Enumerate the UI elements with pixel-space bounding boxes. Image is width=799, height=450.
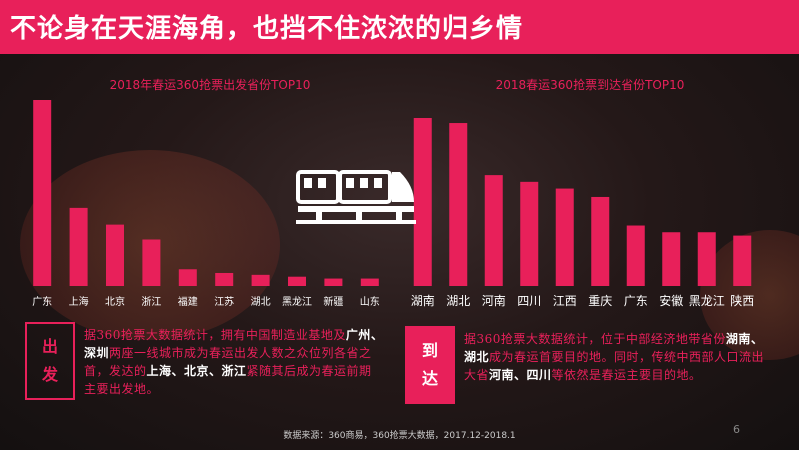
departure-chart-title: 2018年春运360抢票出发省份TOP10 (109, 78, 311, 92)
bar-湖北 (251, 274, 270, 286)
body-text: 等依然是春运主要目的地。 (551, 368, 702, 382)
highlight-text: 河南、四川 (489, 368, 552, 382)
body-text: 据360抢票大数据统计，位于中部经济地带省份 (464, 332, 726, 346)
bar-广东 (626, 225, 645, 286)
category-label: 安徽 (659, 293, 683, 308)
category-label: 江西 (553, 294, 577, 308)
category-label: 广东 (624, 294, 648, 308)
category-label: 湖南 (411, 293, 435, 308)
body-text: 两座一线城市成为春运出发人数之 (109, 346, 297, 360)
bar-黑龙江 (288, 276, 306, 286)
departure-tag-line1: 出 (41, 337, 58, 356)
bar-河南 (484, 175, 503, 286)
category-label: 新疆 (323, 295, 343, 308)
category-label: 上海 (69, 295, 89, 308)
category-label: 山东 (360, 295, 380, 308)
category-label: 重庆 (588, 294, 612, 308)
bar-江西 (555, 188, 574, 286)
arrival-chart-title: 2018春运360抢票到达省份TOP10 (495, 78, 685, 92)
body-text: 众位列各省之首，发达的 (84, 346, 372, 378)
bar-湖北 (449, 123, 468, 286)
page-title: 不论身在天涯海角，也挡不住浓浓的归乡情 (10, 14, 524, 44)
category-label: 江苏 (214, 295, 234, 308)
highlight-text: 湖南、湖北 (464, 332, 764, 364)
bar-四川 (520, 181, 539, 286)
arrival-description: 据360抢票大数据统计，位于中部经济地带省份湖南、湖北成为春运首要目的地。同时，… (464, 330, 770, 384)
departure-description: 据360抢票大数据统计，拥有中国制造业基地及广州、深圳两座一线城市成为春运出发人… (84, 326, 384, 398)
category-label: 福建 (178, 295, 198, 308)
category-label: 浙江 (141, 296, 161, 308)
bar-安徽 (662, 232, 681, 286)
bar-福建 (178, 269, 197, 286)
bar-黑龙江 (697, 232, 716, 286)
bar-重庆 (591, 196, 610, 286)
title-banner: 不论身在天涯海角，也挡不住浓浓的归乡情 (0, 0, 799, 54)
category-label: 黑龙江 (689, 294, 725, 308)
highlight-text: 上海、北京、浙江 (146, 364, 247, 378)
body-text: 中西部人口流出大省 (464, 350, 765, 382)
body-text: 紧随其后成为春运前期主要出发地。 (84, 364, 372, 396)
category-label: 四川 (517, 294, 541, 308)
highlight-text: 广州、深圳 (84, 328, 384, 360)
train-icon (296, 170, 416, 224)
category-label: 广东 (32, 295, 52, 308)
arrival-chart: 湖南 湖北 河南 四川 江西 重庆 广东 安徽 黑龙江 陕西 (411, 118, 754, 308)
departure-tag: 出 发 (25, 322, 75, 400)
bar-新疆 (324, 278, 343, 286)
bar-浙江 (142, 239, 161, 286)
data-source-note: 数据来源：360商易，360抢票大数据，2017.12-2018.1 (283, 431, 516, 441)
body-text: 据360抢票大数据统计，拥有中国制造业基地及 (84, 328, 346, 342)
arrival-tag-line1: 到 (421, 341, 438, 360)
bar-广东 (33, 100, 52, 286)
category-label: 黑龙江 (282, 295, 312, 308)
departure-chart: 广东 上海 北京 浙江 福建 江苏 湖北 黑龙江 新疆 山东 (32, 100, 380, 308)
category-label: 河南 (482, 293, 506, 308)
bar-江苏 (215, 272, 234, 286)
bar-湖南 (413, 118, 432, 286)
arrival-tag-line2: 达 (421, 369, 438, 388)
bar-陕西 (733, 235, 752, 286)
departure-tag-line2: 发 (41, 365, 58, 384)
bar-上海 (69, 207, 88, 286)
category-label: 湖北 (446, 293, 470, 308)
bar-北京 (106, 224, 124, 286)
category-label: 陕西 (730, 293, 754, 308)
body-text: 成为春运首要目的地。同时，传统 (489, 350, 677, 364)
category-label: 湖北 (251, 296, 271, 308)
page-number: 6 (733, 423, 740, 436)
arrival-tag: 到 达 (405, 326, 455, 404)
bar-山东 (360, 278, 379, 286)
category-label: 北京 (105, 295, 125, 308)
charts-canvas: 广东 上海 北京 浙江 福建 江苏 湖北 黑龙江 新疆 山东 湖南 湖北 河南 四川 江西 重庆 广东 安徽 黑龙… (32, 100, 754, 308)
